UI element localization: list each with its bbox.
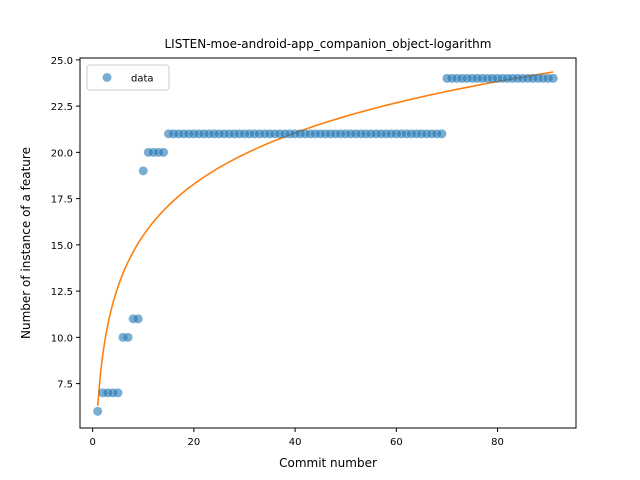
fit-curve-layer [96,71,554,406]
y-axis: 7.5 10.0 12.5 15.0 17.5 20.0 22.5 25.0 [51,56,80,391]
x-tick-label: 80 [491,437,504,448]
x-tick-label: 60 [390,437,403,448]
data-point [123,332,133,342]
y-tick-label: 12.5 [51,287,73,298]
y-tick-label: 22.5 [51,102,73,113]
y-axis-title: Number of instance of a feature [19,147,33,339]
data-points-layer [93,73,558,416]
data-point [548,73,558,83]
data-point [138,166,148,176]
legend-marker-data [102,73,112,82]
y-tick-label: 15.0 [51,241,73,252]
y-tick-label: 17.5 [51,195,73,206]
x-tick-label: 0 [89,437,95,448]
legend-label-data: data [131,74,154,85]
y-tick-label: 10.0 [51,333,73,344]
x-axis: 0 20 40 60 80 [89,428,504,448]
data-point [113,388,123,398]
x-tick-label: 20 [188,437,201,448]
fit-curve-line [96,71,554,406]
plot-area [93,71,558,416]
x-tick-label: 40 [289,437,302,448]
data-point [159,147,169,157]
x-axis-title: Commit number [279,456,377,470]
plot-frame [79,57,577,429]
y-tick-label: 20.0 [51,148,73,159]
chart-title: LISTEN-moe-android-app_companion_object-… [165,37,492,51]
data-point [437,129,447,139]
legend: data [86,64,170,91]
data-point [93,406,103,416]
y-tick-label: 7.5 [57,380,73,391]
data-point [133,314,143,324]
legend-box [86,64,170,91]
y-tick-label: 25.0 [51,56,73,67]
